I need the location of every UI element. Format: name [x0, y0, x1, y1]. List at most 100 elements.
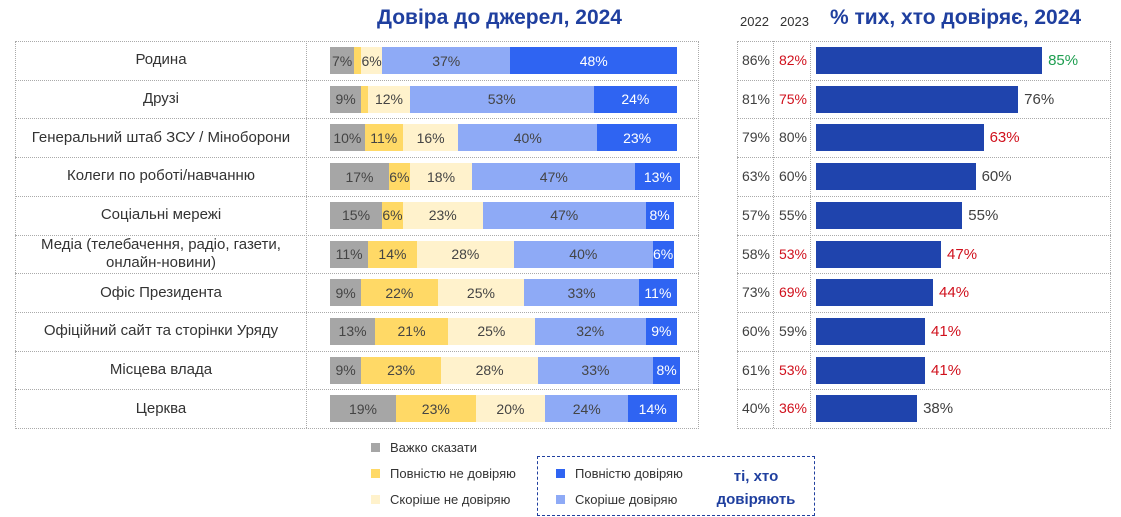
value-2022: 63%: [741, 168, 771, 185]
trust-bar-label: 60%: [981, 168, 1012, 186]
value-2022: 81%: [741, 90, 771, 107]
legend-fully-trust: Повністю довіряю: [556, 466, 683, 481]
stacked-bar-segment: 28%: [441, 356, 539, 384]
stacked-bar-segment: 13%: [635, 163, 681, 191]
stacked-bar-segment: 16%: [402, 124, 459, 152]
stacked-bar-segment: 23%: [402, 201, 483, 229]
row-divider: [737, 195, 1111, 197]
stacked-bar-segment: 23%: [597, 124, 677, 152]
legend-label: Повністю не довіряю: [390, 466, 516, 481]
category-label: Офіс Президента: [100, 283, 222, 301]
stacked-bar-segment: 9%: [330, 356, 362, 384]
year-header-2022: 2022: [740, 14, 769, 29]
category-label: Родина: [135, 51, 187, 69]
stacked-bar-segment: 6%: [388, 163, 410, 191]
stacked-bar-segment: 8%: [652, 356, 681, 384]
stacked-bar-segment: 24%: [593, 85, 677, 113]
legend-label: Важко сказати: [390, 440, 477, 455]
stacked-bar-segment: 6%: [382, 201, 403, 229]
value-2023: 55%: [778, 206, 808, 223]
value-2023: 53%: [778, 361, 808, 378]
row-divider: [737, 118, 1111, 120]
stacked-bar-segment: 22%: [361, 279, 438, 307]
trust-bar: [816, 395, 918, 423]
trust-bar-label: 76%: [1024, 90, 1055, 108]
category-label: Місцева влада: [109, 360, 213, 378]
trust-bar-label: 63%: [989, 129, 1020, 147]
stacked-bar-segment: 11%: [638, 279, 677, 307]
left-chart-title: Довіра до джерел, 2024: [377, 6, 622, 29]
stacked-bar-segment: 33%: [524, 279, 639, 307]
category-label: Медіа (телебачення, радіо, газети, онлай…: [41, 235, 281, 271]
value-2022: 86%: [741, 52, 771, 68]
stacked-bar-segment: 19%: [330, 395, 396, 423]
stacked-bar-segment: 13%: [330, 317, 376, 345]
stacked-bar-segment: 48%: [510, 47, 677, 74]
trust-bar-label: 55%: [968, 206, 999, 224]
trust-bar: [816, 317, 926, 345]
stacked-bar-segment: 25%: [447, 317, 535, 345]
category-label: Колеги по роботі/навчанню: [66, 167, 256, 185]
stacked-bar-segment: 17%: [330, 163, 389, 191]
value-2022: 40%: [741, 400, 771, 417]
value-2023: 69%: [778, 284, 808, 301]
stacked-bar-segment: 20%: [475, 395, 546, 423]
trust-bar: [816, 279, 934, 307]
row-divider: [15, 118, 699, 120]
stacked-bar-segment: 9%: [645, 317, 677, 345]
stacked-bar-segment: 33%: [538, 356, 653, 384]
trust-bar: [816, 124, 984, 152]
stacked-bar-segment: 14%: [368, 240, 417, 268]
trust-bar: [816, 163, 976, 191]
stacked-bar-segment: 47%: [482, 201, 646, 229]
trust-bar: [816, 85, 1019, 113]
stacked-bar-segment: 28%: [416, 240, 514, 268]
row-divider: [737, 273, 1111, 275]
stacked-bar-segment: 24%: [545, 395, 629, 423]
right-chart-title: % тих, хто довіряє, 2024: [830, 6, 1082, 29]
row-divider: [15, 311, 699, 313]
stacked-bar-segment: 8%: [645, 201, 674, 229]
legend-fully-distrust: Повністю не довіряю: [371, 466, 516, 481]
row-divider: [737, 389, 1111, 391]
value-2022: 60%: [741, 322, 771, 339]
stacked-bar-segment: 37%: [382, 47, 511, 74]
stacked-bar-segment: 25%: [437, 279, 525, 307]
trusting-legend-box: [537, 456, 815, 516]
stacked-bar-segment: 15%: [330, 201, 383, 229]
stacked-bar-segment: 40%: [458, 124, 598, 152]
trust-bar-label: 85%: [1048, 52, 1079, 69]
category-label: Друзі: [142, 90, 180, 108]
row-divider: [15, 195, 699, 197]
trust-bar-label: 41%: [931, 322, 962, 340]
legend-label: Повністю довіряю: [575, 466, 683, 481]
stacked-bar-segment: 14%: [628, 395, 677, 423]
trust-bar-label: 38%: [923, 400, 954, 418]
row-divider: [737, 350, 1111, 352]
value-2022: 61%: [741, 361, 771, 378]
trust-bar-label: 47%: [947, 245, 978, 263]
row-divider: [737, 157, 1111, 159]
row-divider: [15, 389, 699, 391]
stacked-bar-segment: 40%: [513, 240, 653, 268]
stacked-bar-segment: 10%: [330, 124, 365, 152]
stacked-bar-segment: 21%: [375, 317, 448, 345]
stacked-bar-segment: 9%: [330, 85, 362, 113]
category-label: Офіційний сайт та сторінки Уряду: [43, 322, 279, 340]
trust-bar: [816, 47, 1043, 74]
stacked-bar-segment: 32%: [534, 317, 646, 345]
legend-rather-distrust: Скоріше не довіряю: [371, 492, 510, 507]
stacked-bar-segment: 23%: [395, 395, 476, 423]
stacked-bar-segment: 6%: [361, 47, 383, 74]
value-2023: 53%: [778, 245, 808, 262]
category-label: Соціальні мережі: [100, 206, 222, 224]
stacked-bar-segment: 9%: [330, 279, 362, 307]
row-divider: [737, 79, 1111, 81]
stacked-bar-segment: 6%: [652, 240, 674, 268]
trust-bar: [816, 356, 926, 384]
row-divider: [15, 273, 699, 275]
value-2023: 82%: [778, 52, 808, 68]
stacked-bar-segment: 47%: [472, 163, 636, 191]
value-2022: 79%: [741, 129, 771, 146]
